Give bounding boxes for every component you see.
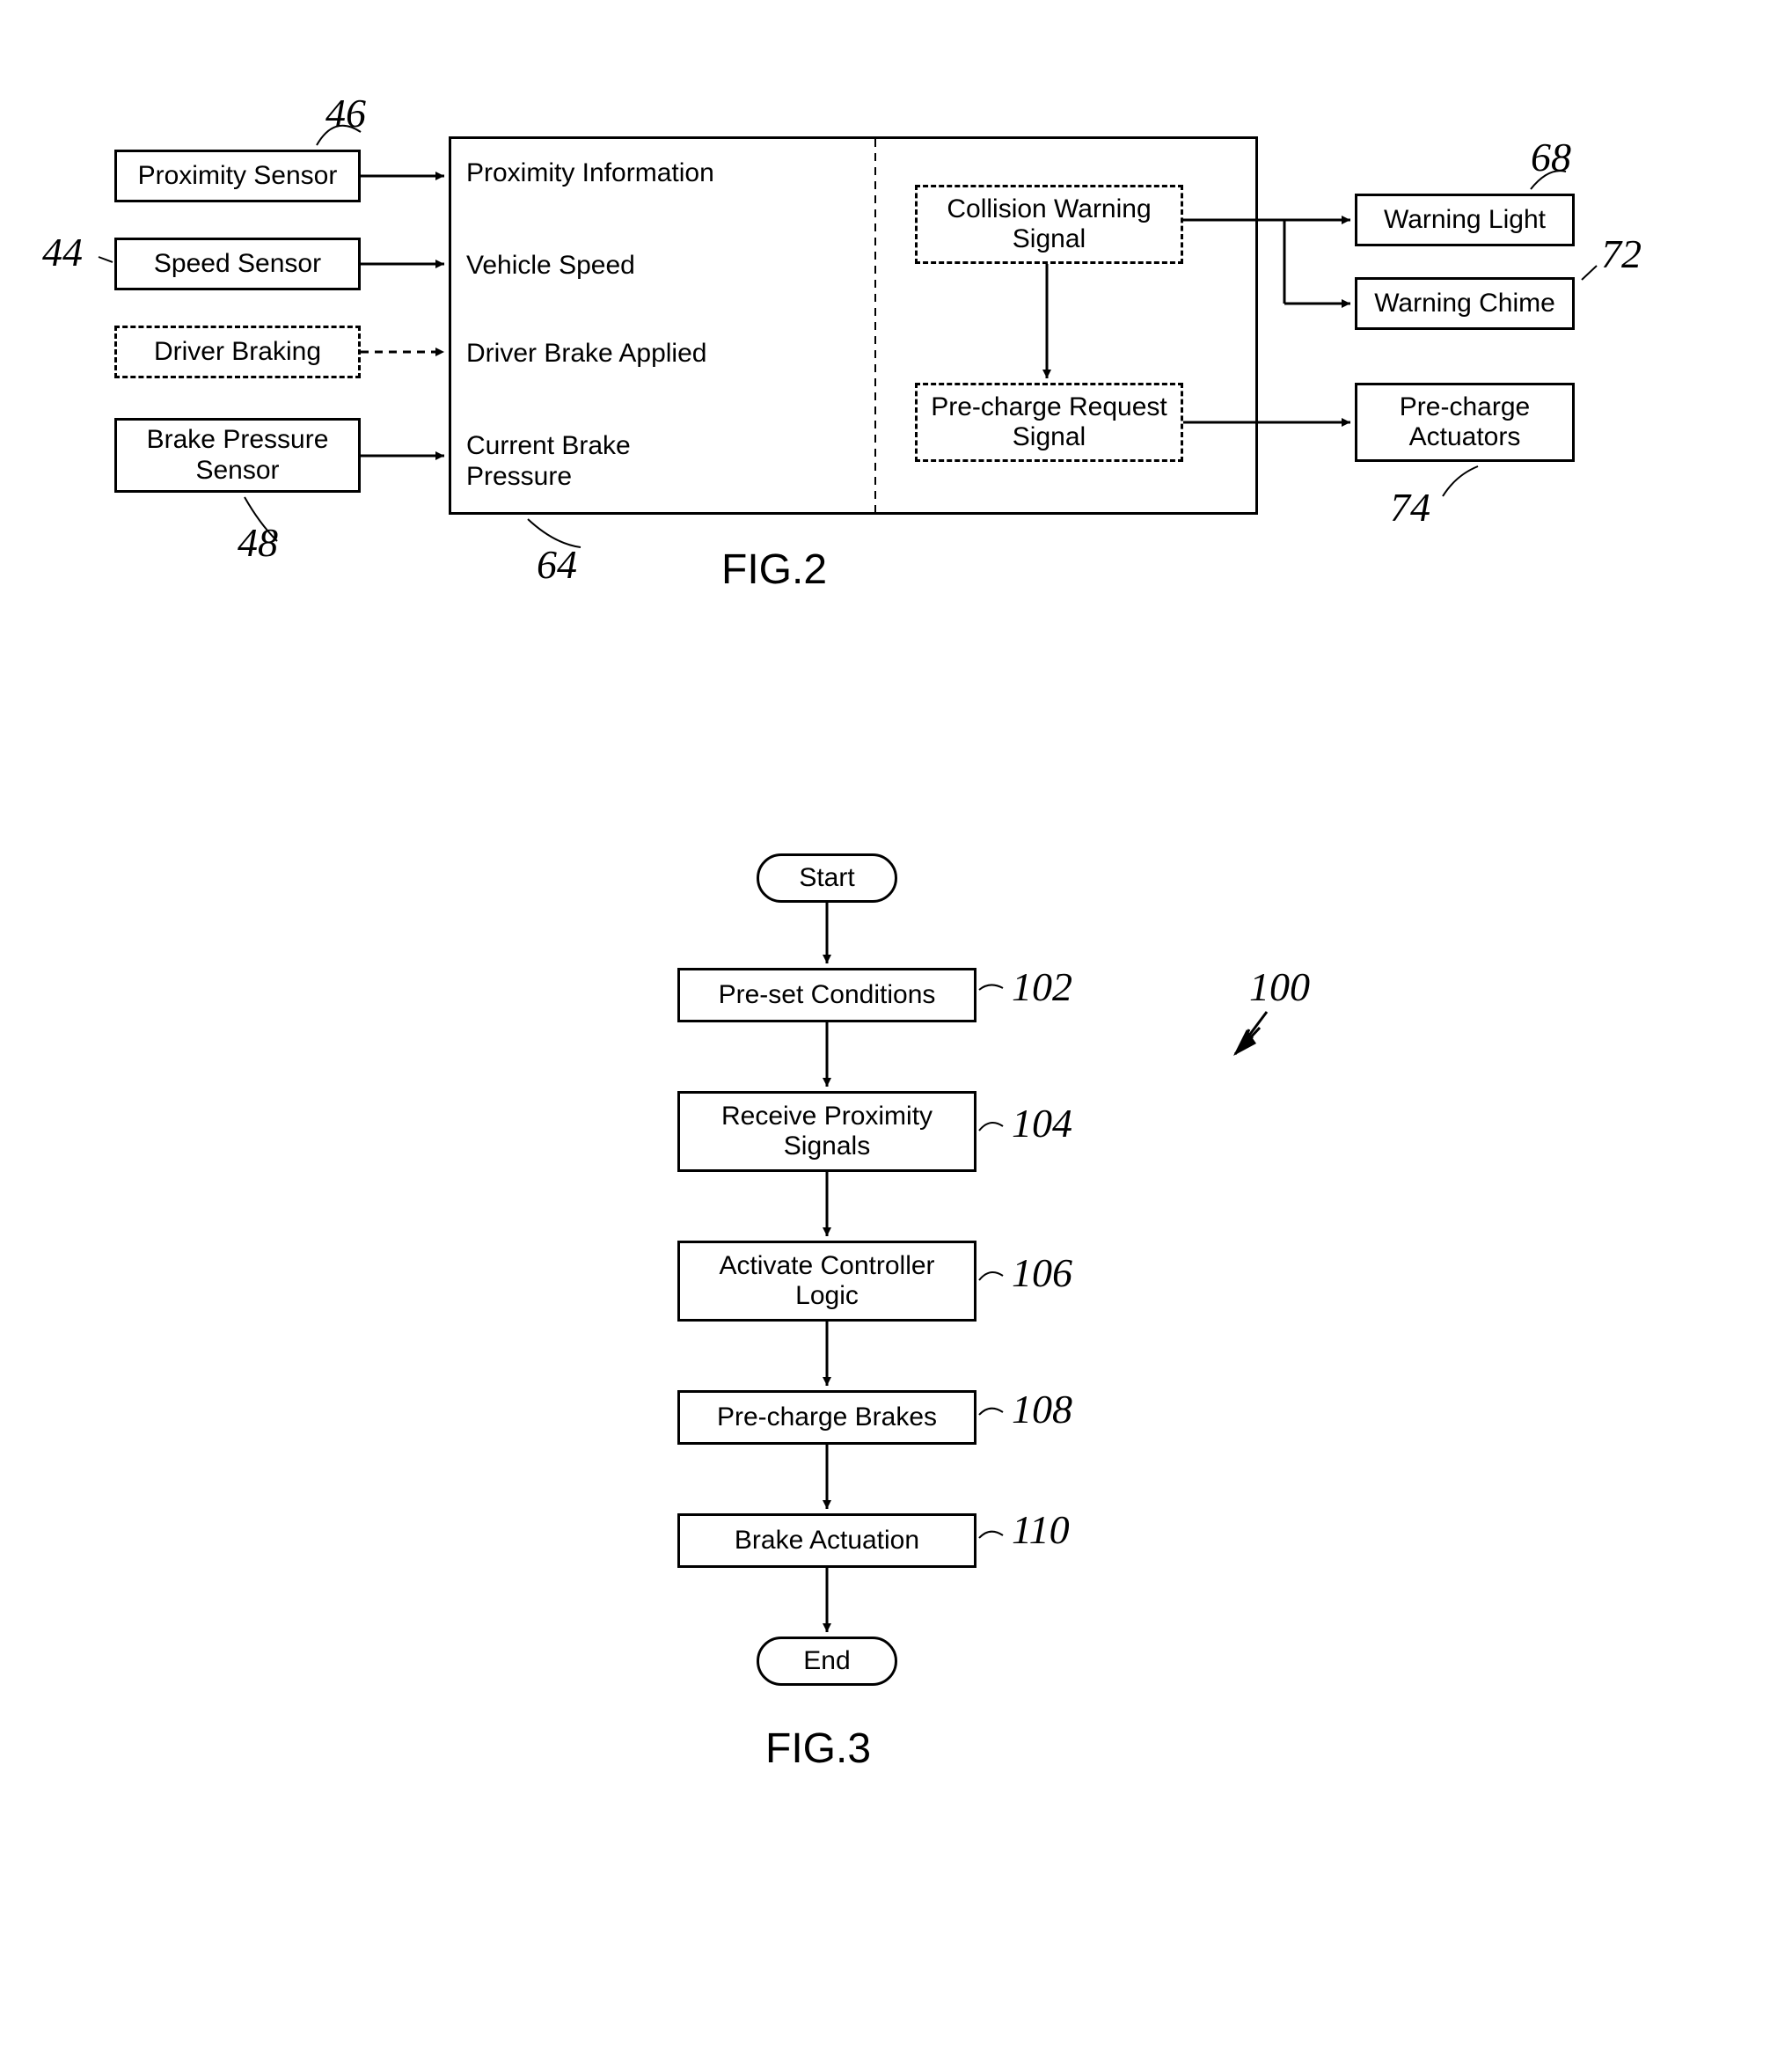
- flow-step-0-label: Pre-set Conditions: [719, 980, 936, 1011]
- flow-step-0: Pre-set Conditions: [677, 968, 976, 1022]
- ref-104: 104: [1012, 1100, 1072, 1146]
- ref-110: 110: [1012, 1506, 1070, 1553]
- fig3-title: FIG.3: [765, 1724, 871, 1773]
- ref-108: 108: [1012, 1386, 1072, 1432]
- precharge-request-label: Pre-charge Request Signal: [923, 392, 1175, 453]
- ref-46: 46: [325, 90, 366, 136]
- flow-step-4: Brake Actuation: [677, 1513, 976, 1568]
- ref-68: 68: [1531, 134, 1571, 180]
- warning-light-label: Warning Light: [1384, 205, 1546, 236]
- flow-step-1: Receive Proximity Signals: [677, 1091, 976, 1172]
- flow-start-label: Start: [799, 863, 854, 893]
- ref-72: 72: [1601, 231, 1642, 277]
- diagram-root: Proximity Sensor 46 Speed Sensor 44 Driv…: [35, 35, 1759, 2024]
- ref-64: 64: [537, 541, 577, 588]
- brake-pressure-sensor-box: Brake Pressure Sensor: [114, 418, 361, 493]
- driver-braking-box: Driver Braking: [114, 326, 361, 378]
- ref-44: 44: [42, 229, 83, 275]
- flow-step-2-label: Activate Controller Logic: [685, 1251, 969, 1312]
- fig2-title: FIG.2: [721, 546, 827, 594]
- proximity-sensor-box: Proximity Sensor: [114, 150, 361, 202]
- flow-end: End: [757, 1637, 897, 1686]
- brake-pressure-sensor-label: Brake Pressure Sensor: [122, 425, 353, 486]
- proximity-sensor-label: Proximity Sensor: [138, 161, 338, 192]
- flow-step-4-label: Brake Actuation: [735, 1526, 919, 1556]
- flow-start: Start: [757, 853, 897, 903]
- ref-102: 102: [1012, 963, 1072, 1010]
- precharge-actuators-box: Pre-charge Actuators: [1355, 383, 1575, 462]
- ref-74: 74: [1390, 484, 1430, 531]
- ctrl-left-l1: Proximity Information: [466, 158, 714, 189]
- warning-chime-box: Warning Chime: [1355, 277, 1575, 330]
- collision-warning-label: Collision Warning Signal: [923, 194, 1175, 255]
- ref-100: 100: [1249, 963, 1310, 1010]
- speed-sensor-label: Speed Sensor: [154, 249, 321, 280]
- driver-braking-label: Driver Braking: [154, 337, 321, 368]
- flow-step-3-label: Pre-charge Brakes: [717, 1402, 937, 1433]
- flow-step-2: Activate Controller Logic: [677, 1241, 976, 1322]
- ctrl-left-l4: Current Brake Pressure: [466, 431, 631, 492]
- precharge-actuators-label: Pre-charge Actuators: [1363, 392, 1567, 453]
- ref-106: 106: [1012, 1249, 1072, 1296]
- flow-step-1-label: Receive Proximity Signals: [685, 1102, 969, 1162]
- speed-sensor-box: Speed Sensor: [114, 238, 361, 290]
- flow-step-3: Pre-charge Brakes: [677, 1390, 976, 1445]
- flow-end-label: End: [803, 1646, 850, 1676]
- precharge-request-box: Pre-charge Request Signal: [915, 383, 1183, 462]
- ctrl-left-l3: Driver Brake Applied: [466, 339, 706, 370]
- collision-warning-box: Collision Warning Signal: [915, 185, 1183, 264]
- ref-48: 48: [238, 519, 278, 566]
- warning-light-box: Warning Light: [1355, 194, 1575, 246]
- warning-chime-label: Warning Chime: [1374, 289, 1555, 319]
- ctrl-left-l2: Vehicle Speed: [466, 251, 635, 282]
